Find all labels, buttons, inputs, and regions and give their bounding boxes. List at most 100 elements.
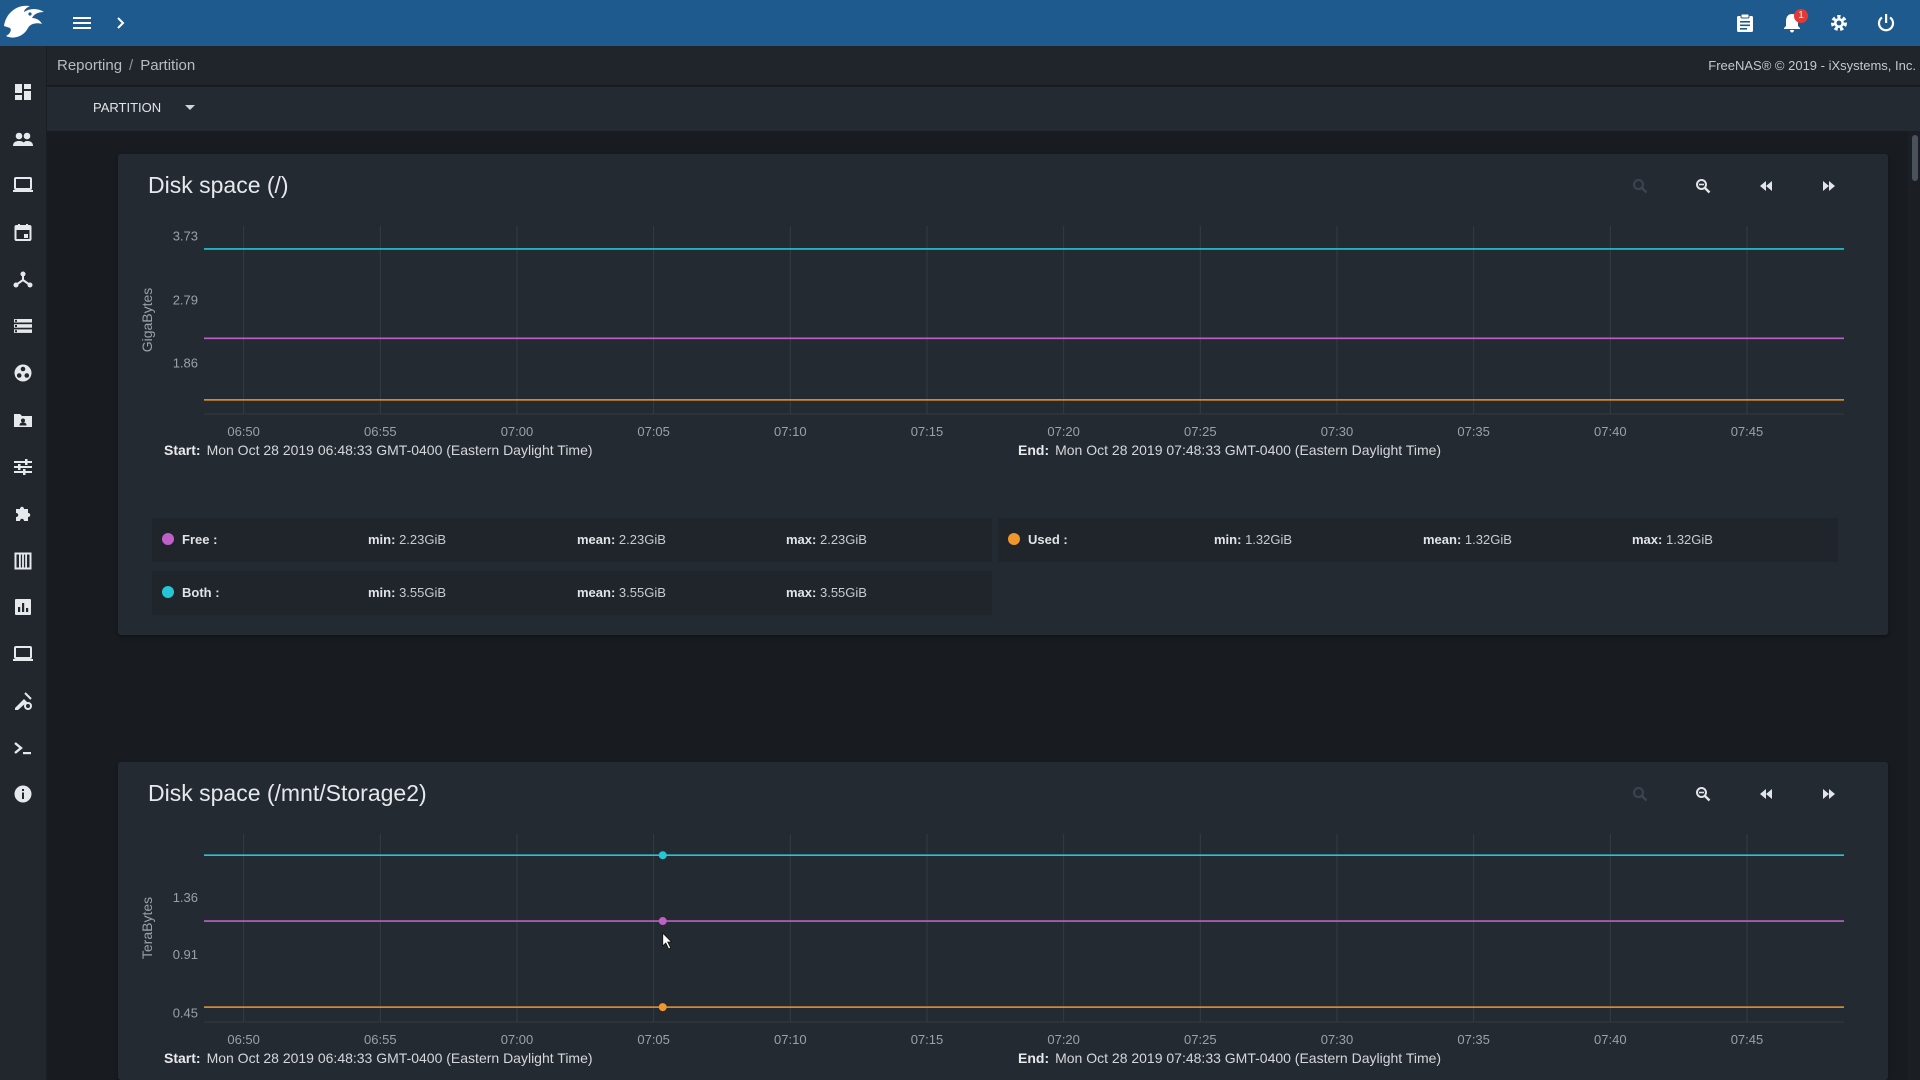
storage-icon[interactable] bbox=[8, 311, 38, 341]
legend-both-name: Both : bbox=[162, 585, 220, 600]
services-icon[interactable] bbox=[8, 452, 38, 482]
reporting-icon[interactable] bbox=[8, 592, 38, 622]
hover-point-used bbox=[658, 1003, 667, 1012]
range-start-value: Mon Oct 28 2019 06:48:33 GMT-0400 (Easte… bbox=[206, 442, 593, 458]
used-series-dot-icon bbox=[1008, 533, 1020, 545]
zoom-in-icon[interactable] bbox=[1627, 173, 1653, 199]
breadcrumb-bar: Reporting / Partition FreeNAS® © 2019 - iX… bbox=[47, 46, 1920, 86]
notification-badge: 1 bbox=[1794, 9, 1808, 23]
directory-services-icon[interactable] bbox=[8, 358, 38, 388]
x-tick-label: 07:40 bbox=[1594, 1032, 1627, 1047]
x-tick-label: 07:20 bbox=[1047, 424, 1080, 439]
virtual-machines-icon[interactable] bbox=[8, 639, 38, 669]
x-tick-label: 07:30 bbox=[1321, 424, 1354, 439]
both-series-dot-icon bbox=[162, 586, 174, 598]
free-series-dot-icon bbox=[162, 533, 174, 545]
report-type-label: PARTITION bbox=[93, 100, 162, 115]
top-bar: 1 bbox=[0, 0, 1920, 46]
zoom-out-icon[interactable] bbox=[1690, 781, 1716, 807]
zoom-in-icon[interactable] bbox=[1627, 781, 1653, 807]
zoom-out-icon[interactable] bbox=[1690, 173, 1716, 199]
sharing-icon[interactable] bbox=[8, 405, 38, 435]
step-back-icon[interactable] bbox=[1753, 781, 1779, 807]
chevron-right-icon[interactable] bbox=[106, 8, 136, 38]
x-tick-label: 06:55 bbox=[364, 1032, 397, 1047]
range-start-value: Mon Oct 28 2019 06:48:33 GMT-0400 (Easte… bbox=[206, 1050, 593, 1066]
plugins-icon[interactable] bbox=[8, 499, 38, 529]
x-tick-label: 07:25 bbox=[1184, 424, 1217, 439]
y-tick-label: 2.79 bbox=[173, 292, 198, 307]
jails-icon[interactable] bbox=[8, 546, 38, 576]
power-icon[interactable] bbox=[1871, 8, 1901, 38]
range-end-value: Mon Oct 28 2019 07:48:33 GMT-0400 (Easte… bbox=[1055, 442, 1442, 458]
legend-used-mean: mean: 1.32GiB bbox=[1423, 532, 1512, 547]
x-tick-label: 07:25 bbox=[1184, 1032, 1217, 1047]
x-tick-label: 07:30 bbox=[1321, 1032, 1354, 1047]
report-toolbar: PARTITION bbox=[47, 87, 1920, 131]
guide-icon[interactable] bbox=[8, 779, 38, 809]
hover-point-free bbox=[658, 917, 667, 926]
legend-both-max: max: 3.55GiB bbox=[786, 585, 867, 600]
chart-title: Disk space (/) bbox=[148, 172, 289, 198]
range-start-label: Start: bbox=[164, 1050, 201, 1066]
system-icon[interactable] bbox=[8, 170, 38, 200]
breadcrumb-reporting[interactable]: Reporting bbox=[57, 57, 123, 74]
network-icon[interactable] bbox=[8, 264, 38, 294]
shell-icon[interactable] bbox=[8, 733, 38, 763]
y-axis-label: TeraBytes bbox=[139, 897, 155, 959]
x-tick-label: 07:15 bbox=[911, 1032, 944, 1047]
accounts-icon[interactable] bbox=[8, 124, 38, 154]
x-tick-label: 06:50 bbox=[227, 1032, 260, 1047]
x-tick-label: 07:05 bbox=[637, 424, 670, 439]
breadcrumb-separator: / bbox=[129, 57, 134, 74]
copyright-text[interactable]: FreeNAS® © 2019 - iXsystems, Inc. bbox=[1708, 58, 1916, 73]
y-tick-label: 1.36 bbox=[173, 890, 198, 905]
caret-down-icon bbox=[185, 105, 196, 110]
range-end-label: End: bbox=[1018, 442, 1050, 458]
menu-icon[interactable] bbox=[67, 8, 97, 38]
range-end-value: Mon Oct 28 2019 07:48:33 GMT-0400 (Easte… bbox=[1055, 1050, 1442, 1066]
legend-row-used: Used : min: 1.32GiB mean: 1.32GiB max: 1… bbox=[998, 518, 1838, 562]
legend-row-both: Both : min: 3.55GiB mean: 3.55GiB max: 3… bbox=[152, 571, 992, 615]
display-system-processes-icon[interactable] bbox=[8, 686, 38, 716]
x-tick-label: 07:10 bbox=[774, 424, 807, 439]
x-tick-label: 07:20 bbox=[1047, 1032, 1080, 1047]
legend-free-name: Free : bbox=[162, 532, 217, 547]
dashboard-icon[interactable] bbox=[8, 77, 38, 107]
gear-icon[interactable] bbox=[1824, 8, 1854, 38]
report-type-select[interactable]: PARTITION bbox=[93, 100, 196, 115]
disk-space-storage2-chart[interactable]: 06:50 06:55 07:00 07:05 07:10 07:15 07:20 07:25… bbox=[118, 762, 1888, 1052]
breadcrumb: Reporting / Partition bbox=[57, 57, 195, 74]
range-end: End: Mon Oct 28 2019 07:48:33 GMT-0400 (E… bbox=[1018, 1050, 1441, 1066]
y-axis-label: GigaBytes bbox=[139, 288, 155, 353]
range-start: Start: Mon Oct 28 2019 06:48:33 GMT-0400 … bbox=[164, 442, 593, 458]
scrollbar-track[interactable] bbox=[1908, 131, 1920, 1080]
x-tick-label: 07:15 bbox=[911, 424, 944, 439]
legend-row-free: Free : min: 2.23GiB mean: 2.23GiB max: 2… bbox=[152, 518, 992, 562]
range-end-label: End: bbox=[1018, 1050, 1050, 1066]
disk-space-root-chart[interactable]: 06:50 06:55 07:00 07:05 07:10 07:15 07:20 07:25… bbox=[118, 154, 1888, 444]
legend-both-mean: mean: 3.55GiB bbox=[577, 585, 666, 600]
breadcrumb-partition: Partition bbox=[140, 57, 196, 74]
x-tick-label: 06:50 bbox=[227, 424, 260, 439]
legend-used-max: max: 1.32GiB bbox=[1632, 532, 1713, 547]
hover-point-both bbox=[658, 851, 667, 860]
clipboard-icon[interactable] bbox=[1730, 8, 1760, 38]
tasks-icon[interactable] bbox=[8, 217, 38, 247]
legend-free-mean: mean: 2.23GiB bbox=[577, 532, 666, 547]
range-start-label: Start: bbox=[164, 442, 201, 458]
scrollbar-thumb[interactable] bbox=[1912, 135, 1918, 181]
y-tick-label: 0.45 bbox=[173, 1005, 198, 1020]
step-forward-icon[interactable] bbox=[1816, 173, 1842, 199]
range-end: End: Mon Oct 28 2019 07:48:33 GMT-0400 (E… bbox=[1018, 442, 1441, 458]
y-tick-label: 0.91 bbox=[173, 947, 198, 962]
x-tick-label: 07:00 bbox=[501, 1032, 534, 1047]
step-back-icon[interactable] bbox=[1753, 173, 1779, 199]
x-tick-label: 07:45 bbox=[1731, 1032, 1764, 1047]
legend-used-name: Used : bbox=[1008, 532, 1068, 547]
freenas-logo-icon[interactable] bbox=[0, 0, 48, 46]
legend-both-min: min: 3.55GiB bbox=[368, 585, 447, 600]
x-tick-label: 06:55 bbox=[364, 424, 397, 439]
bell-icon[interactable]: 1 bbox=[1777, 8, 1808, 38]
step-forward-icon[interactable] bbox=[1816, 781, 1842, 807]
